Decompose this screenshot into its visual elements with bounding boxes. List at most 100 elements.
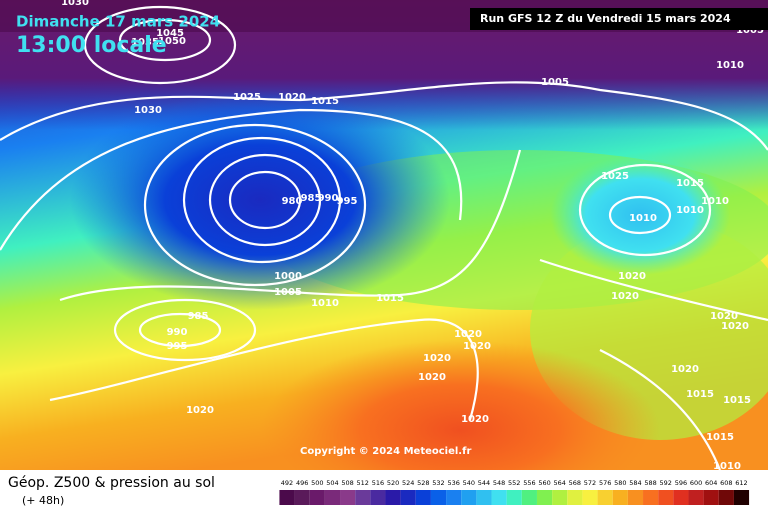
scale-swatch xyxy=(340,490,356,505)
isobar-label: 1020 xyxy=(463,341,491,352)
isobar-label: 1030 xyxy=(61,0,89,8)
scale-tick-label: 608 xyxy=(720,479,732,487)
isobar-label: 1020 xyxy=(186,405,214,416)
isobar-label: 1015 xyxy=(676,178,704,189)
run-info: Run GFS 12 Z du Vendredi 15 mars 2024 xyxy=(480,12,731,25)
run-banner xyxy=(470,8,768,30)
isobar-label: 1010 xyxy=(716,60,744,71)
scale-swatch xyxy=(415,490,431,505)
isobar-label: 1025 xyxy=(601,171,629,182)
isobar-label: 1020 xyxy=(618,271,646,282)
scale-tick-label: 536 xyxy=(447,479,459,487)
isobar-label: 1020 xyxy=(721,321,749,332)
isobar-label: 1020 xyxy=(710,311,738,322)
scale-tick-label: 496 xyxy=(296,479,308,487)
scale-swatch xyxy=(309,490,325,505)
isobars xyxy=(0,5,768,471)
scale-swatch xyxy=(400,490,416,505)
scale-swatch xyxy=(582,490,598,505)
isobar-label: 1050 xyxy=(158,36,186,47)
scale-swatch xyxy=(461,490,477,505)
scale-swatch xyxy=(430,490,447,505)
scale-tick-label: 612 xyxy=(735,479,747,487)
scale-tick-label: 552 xyxy=(508,479,520,487)
scale-tick-label: 516 xyxy=(372,479,384,487)
isobar-label: 1030 xyxy=(134,105,162,116)
scale-swatch xyxy=(627,490,644,505)
scale-tick-label: 564 xyxy=(553,479,565,487)
isobar-label: 990 xyxy=(167,327,188,338)
scale-swatch xyxy=(324,490,341,505)
scale-swatch xyxy=(552,490,568,505)
isobar-label: 1005 xyxy=(274,287,302,298)
isobar-label: 1015 xyxy=(723,395,751,406)
scale-tick-label: 532 xyxy=(432,479,444,487)
scale-tick-label: 548 xyxy=(493,479,505,487)
legend-title: Géop. Z500 & pression au sol xyxy=(8,475,215,491)
scale-tick-label: 504 xyxy=(326,479,338,487)
scale-swatch xyxy=(688,490,704,505)
color-scale: 492 496 500 504 508 512 516 520 524 528 532 536 540 5… xyxy=(279,479,750,505)
scale-tick-label: 588 xyxy=(644,479,656,487)
scale-tick-label: 524 xyxy=(402,479,414,487)
scale-swatch xyxy=(279,490,295,505)
isobar-label: 1020 xyxy=(278,92,306,103)
isobar-label: 1010 xyxy=(676,205,704,216)
scale-tick-label: 544 xyxy=(478,479,490,487)
scale-tick-label: 528 xyxy=(417,479,429,487)
scale-tick-label: 568 xyxy=(569,479,581,487)
scale-swatch xyxy=(355,490,371,505)
isobar-label: 990 xyxy=(318,193,339,204)
forecast-date: Dimanche 17 mars 2024 xyxy=(16,13,220,31)
isobar-label: 1010 xyxy=(713,461,741,472)
isobar-label: 1015 xyxy=(686,389,714,400)
isobar-label: 1010 xyxy=(311,298,339,309)
isobar-label: 1000 xyxy=(274,271,302,282)
scale-tick-label: 520 xyxy=(387,479,399,487)
scale-swatch xyxy=(612,490,628,505)
isobar-label: 1010 xyxy=(701,196,729,207)
isobar-label: 1020 xyxy=(671,364,699,375)
scale-tick-label: 580 xyxy=(614,479,626,487)
scale-swatch xyxy=(658,490,674,505)
isobar-label: 1015 xyxy=(311,96,339,107)
isobar-label: 1005 xyxy=(541,77,569,88)
scale-swatch xyxy=(733,490,750,505)
scale-tick-label: 576 xyxy=(599,479,611,487)
scale-tick-label: 540 xyxy=(463,479,475,487)
scale-tick-label: 560 xyxy=(538,479,550,487)
scale-swatch xyxy=(673,490,689,505)
isobar-label: 1020 xyxy=(418,372,446,383)
forecast-time: 13:00 locale xyxy=(16,33,167,58)
isobar-label: 1010 xyxy=(629,213,657,224)
isobar-label: 995 xyxy=(337,196,358,207)
scale-tick-label: 604 xyxy=(705,479,717,487)
isobar-label: 1015 xyxy=(706,432,734,443)
isobar-label: 1045 xyxy=(156,28,184,39)
scale-swatch xyxy=(643,490,659,505)
copyright: Copyright © 2024 Meteociel.fr xyxy=(300,446,471,457)
isobar-label: 985 xyxy=(188,311,209,322)
scale-swatch xyxy=(597,490,613,505)
scale-swatch xyxy=(370,490,386,505)
isobar-label: 1005 xyxy=(736,25,764,36)
isobar-label: 985 xyxy=(301,193,322,204)
scale-tick-label: 556 xyxy=(523,479,535,487)
scale-swatch xyxy=(567,490,583,505)
scale-swatch xyxy=(536,490,553,505)
scale-swatch xyxy=(506,490,522,505)
scale-tick-label: 596 xyxy=(675,479,687,487)
scale-tick-label: 512 xyxy=(357,479,369,487)
scale-tick-label: 600 xyxy=(690,479,702,487)
legend-subtitle: (+ 48h) xyxy=(22,494,64,507)
isobar-label: 1020 xyxy=(461,414,489,425)
scale-swatch xyxy=(476,490,492,505)
isobar-label: 995 xyxy=(167,341,188,352)
scale-tick-label: 500 xyxy=(311,479,323,487)
isobar-label: 1025 xyxy=(233,92,261,103)
scale-tick-label: 508 xyxy=(341,479,353,487)
isobar-label: 1020 xyxy=(454,329,482,340)
